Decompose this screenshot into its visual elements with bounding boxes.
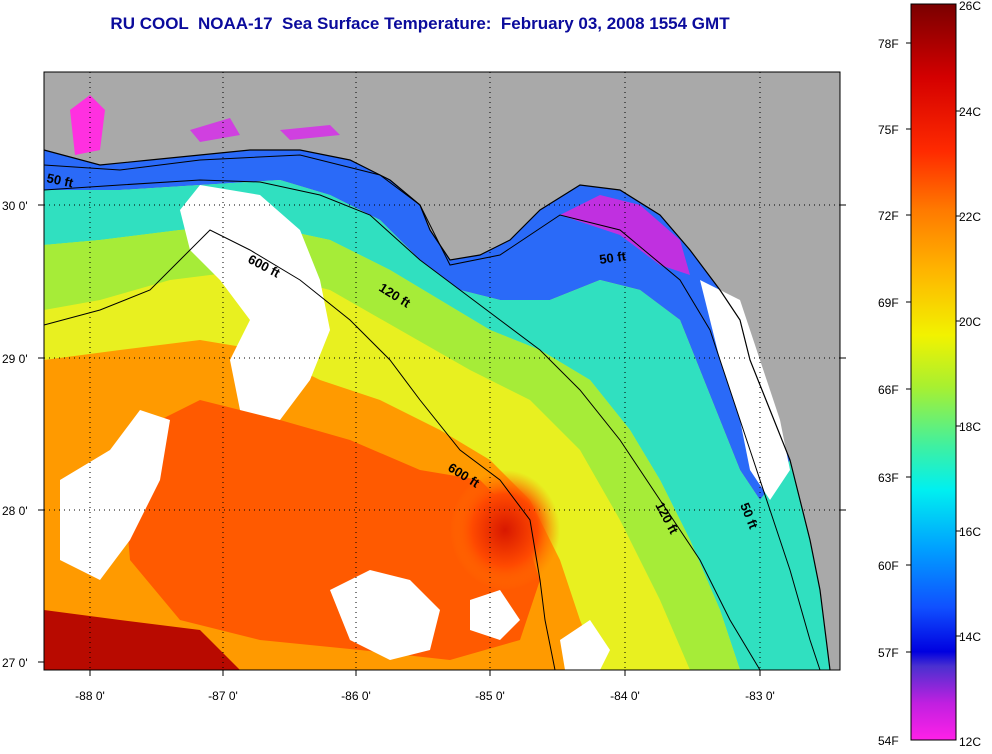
colorbar-c-14: 14C — [959, 630, 981, 644]
colorbar-f-75: 75F — [878, 123, 899, 137]
contour-120ft — [43, 179, 761, 671]
lon-label-84: -84 0' — [610, 689, 640, 703]
colorbar-c-26: 26C — [959, 0, 981, 13]
land-mass — [44, 72, 840, 670]
lon-label-88: -88 0' — [75, 689, 105, 703]
colorbar-c-24: 24C — [959, 105, 981, 119]
colorbar-f-66: 66F — [878, 383, 899, 397]
lon-label-85: -85 0' — [475, 689, 505, 703]
colorbar-c-12: 12C — [959, 735, 981, 749]
map-title: RU COOL NOAA-17 Sea Surface Temperature:… — [110, 14, 730, 33]
lat-label-30: 30 0' — [2, 199, 28, 213]
colorbar-f-60: 60F — [878, 559, 899, 573]
colorbar — [910, 3, 957, 741]
colorbar-f-69: 69F — [878, 296, 899, 310]
colorbar-c-20: 20C — [959, 315, 981, 329]
lon-label-87: -87 0' — [208, 689, 238, 703]
contour-50ft — [43, 154, 821, 671]
colorbar-ticks — [906, 42, 961, 653]
colorbar-f-63: 63F — [878, 471, 899, 485]
colorbar-c-16: 16C — [959, 525, 981, 539]
lat-label-27: 27 0' — [2, 656, 28, 670]
colorbar-f-72: 72F — [878, 209, 899, 223]
lon-label-83: -83 0' — [745, 689, 775, 703]
colorbar-c-22: 22C — [959, 210, 981, 224]
lon-label-86: -86 0' — [341, 689, 371, 703]
contour-600ft — [43, 229, 556, 671]
colorbar-c-18: 18C — [959, 420, 981, 434]
colorbar-f-78: 78F — [878, 37, 899, 51]
contour-label-50ft-west: 50 ft — [45, 170, 75, 190]
coastline — [43, 149, 831, 671]
lat-label-29: 29 0' — [2, 352, 28, 366]
lat-label-28: 28 0' — [2, 504, 28, 518]
contour-label-50ft-east: 50 ft — [598, 248, 627, 267]
colorbar-f-57: 57F — [878, 646, 899, 660]
colorbar-f-54: 54F — [878, 734, 899, 748]
